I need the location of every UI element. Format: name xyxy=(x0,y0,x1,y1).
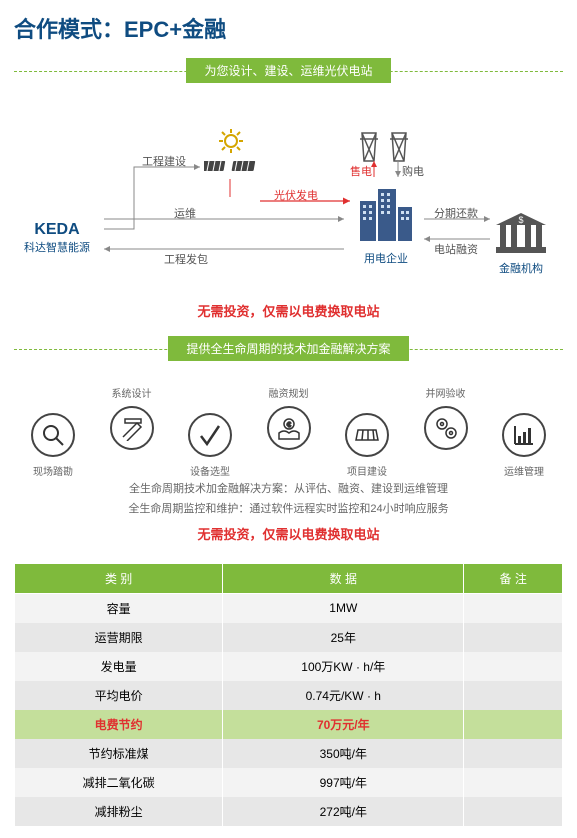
lifecycle-label: 现场踏勘 xyxy=(18,463,88,478)
section1-header-label: 为您设计、建设、运维光伏电站 xyxy=(186,58,390,83)
edge-sell: 售电 xyxy=(350,163,372,179)
lifecycle-label: 并网验收 xyxy=(411,385,481,400)
cell-note xyxy=(464,681,563,710)
cell-data: 350吨/年 xyxy=(223,739,464,768)
table-row: 发电量 100万KW · h/年 xyxy=(15,652,563,681)
table-row: 节约标准煤 350吨/年 xyxy=(15,739,563,768)
cell-category: 容量 xyxy=(15,593,223,623)
lifecycle-desc2: 全生命周期监控和维护：通过软件远程实时监控和24小时响应服务 xyxy=(54,500,523,520)
section2-header: 提供全生命周期的技术加金融解决方案 xyxy=(14,336,563,361)
data-table: 类 别 数 据 备 注 容量 1MW 运营期限 25年 发电量 100万KW ·… xyxy=(14,563,563,826)
lifecycle-label: 融资规划 xyxy=(254,385,324,400)
cell-note xyxy=(464,652,563,681)
edge-pvgen: 光伏发电 xyxy=(274,187,318,203)
cell-category: 减排粉尘 xyxy=(15,797,223,826)
cell-data: 1MW xyxy=(223,593,464,623)
edge-construction: 工程建设 xyxy=(142,153,186,169)
th-data: 数 据 xyxy=(223,563,464,593)
table-row: 运营期限 25年 xyxy=(15,623,563,652)
lifecycle-item: 现场踏勘 xyxy=(18,385,88,464)
cell-data: 0.74元/KW · h xyxy=(223,681,464,710)
cell-note xyxy=(464,797,563,826)
page-title: 合作模式：EPC+金融 xyxy=(14,12,563,44)
gears-icon xyxy=(424,406,468,450)
cell-note xyxy=(464,710,563,739)
edge-finance: 电站融资 xyxy=(434,241,478,257)
cell-note xyxy=(464,739,563,768)
cell-note xyxy=(464,768,563,797)
table-row: 容量 1MW xyxy=(15,593,563,623)
edge-om: 运维 xyxy=(174,205,196,221)
cell-note xyxy=(464,623,563,652)
th-category: 类 别 xyxy=(15,563,223,593)
lifecycle-item: 运维管理 xyxy=(489,385,559,464)
lifecycle-label: 运维管理 xyxy=(489,463,559,478)
lifecycle-label: 项目建设 xyxy=(332,463,402,478)
edge-repay: 分期还款 xyxy=(434,205,478,221)
cell-note xyxy=(464,593,563,623)
pencil-ruler-icon xyxy=(110,406,154,450)
magnifier-icon xyxy=(31,413,75,457)
lifecycle-item: 并网验收 xyxy=(411,399,481,464)
hands-coin-icon: € xyxy=(267,406,311,450)
th-note: 备 注 xyxy=(464,563,563,593)
edge-contract: 工程发包 xyxy=(164,251,208,267)
table-row: 减排二氧化碳 997吨/年 xyxy=(15,768,563,797)
cell-category: 发电量 xyxy=(15,652,223,681)
lifecycle-item: 项目建设 xyxy=(332,385,402,464)
diagram-epc: KEDA 科达智慧能源 xyxy=(14,101,563,311)
cell-data: 100万KW · h/年 xyxy=(223,652,464,681)
cell-category: 平均电价 xyxy=(15,681,223,710)
cell-category: 节约标准煤 xyxy=(15,739,223,768)
panel-icon xyxy=(345,413,389,457)
edge-buy: 购电 xyxy=(402,163,424,179)
table-row: 减排粉尘 272吨/年 xyxy=(15,797,563,826)
svg-text:€: € xyxy=(287,422,291,429)
lifecycle-desc1: 全生命周期技术加金融解决方案：从评估、融资、建设到运维管理 xyxy=(54,480,523,500)
cell-data: 997吨/年 xyxy=(223,768,464,797)
lifecycle-label: 设备选型 xyxy=(175,463,245,478)
check-icon xyxy=(188,413,232,457)
cell-category: 运营期限 xyxy=(15,623,223,652)
section2-header-label: 提供全生命周期的技术加金融解决方案 xyxy=(168,336,408,361)
chart-icon xyxy=(502,413,546,457)
lifecycle-row: 现场踏勘系统设计设备选型融资规划€项目建设并网验收运维管理 xyxy=(14,379,563,474)
lifecycle-label: 系统设计 xyxy=(97,385,167,400)
lifecycle-item: 融资规划€ xyxy=(254,399,324,464)
cell-data: 272吨/年 xyxy=(223,797,464,826)
cell-category: 电费节约 xyxy=(15,710,223,739)
lifecycle-item: 设备选型 xyxy=(175,385,245,464)
cell-data: 25年 xyxy=(223,623,464,652)
section2-slogan: 无需投资，仅需以电费换取电站 xyxy=(14,524,563,543)
lifecycle-item: 系统设计 xyxy=(97,399,167,464)
section1-header: 为您设计、建设、运维光伏电站 xyxy=(14,58,563,83)
table-row: 平均电价 0.74元/KW · h xyxy=(15,681,563,710)
cell-data: 70万元/年 xyxy=(223,710,464,739)
cell-category: 减排二氧化碳 xyxy=(15,768,223,797)
table-row: 电费节约 70万元/年 xyxy=(15,710,563,739)
